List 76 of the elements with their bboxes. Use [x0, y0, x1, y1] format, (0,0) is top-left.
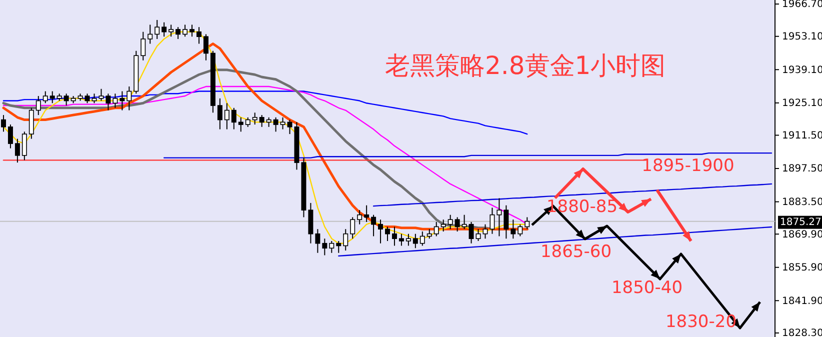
candlestick [518, 224, 523, 237]
candlestick [468, 221, 474, 244]
ref-line-label: 1875.27 [780, 216, 822, 228]
line-series [2, 90, 528, 135]
candlestick [412, 233, 418, 249]
candlestick [22, 131, 27, 161]
candlestick [510, 219, 516, 240]
candlestick [343, 228, 348, 251]
candlestick [231, 107, 236, 130]
candlestick [224, 102, 230, 130]
candlestick [190, 24, 194, 38]
candlestick [357, 210, 362, 225]
candlestick [162, 22, 167, 38]
candlestick [392, 226, 397, 246]
candlestick [140, 31, 146, 61]
candlestick [238, 116, 244, 132]
candlestick [385, 226, 390, 242]
candlestick [266, 116, 272, 128]
candlestick [120, 90, 125, 111]
candlestick [476, 228, 481, 242]
candlestick [315, 228, 320, 254]
candlestick [440, 219, 446, 232]
candlestick [168, 24, 174, 38]
candlestick [203, 34, 208, 61]
candlestick [64, 93, 69, 106]
candlestick [148, 24, 153, 44]
candlestick [420, 230, 425, 246]
candlestick [350, 216, 356, 240]
candlestick [454, 216, 460, 232]
candlestick [182, 24, 188, 38]
annotation: 1895-1900 [642, 156, 734, 176]
candlestick [524, 216, 530, 230]
candlestick [259, 114, 264, 128]
annotation: 1830-20 [665, 312, 737, 332]
candlestick [364, 204, 370, 222]
candlestick [252, 112, 258, 126]
annotation: 1850-40 [611, 278, 683, 298]
annotation: 1865-60 [540, 242, 612, 262]
candlestick [8, 124, 13, 149]
candlestick [280, 116, 286, 130]
candlestick [154, 19, 160, 40]
candlestick [196, 26, 202, 44]
candlestick [322, 238, 328, 256]
candlestick [28, 107, 34, 140]
candlestick [273, 116, 278, 132]
candlestick [14, 138, 20, 164]
candlestick [0, 114, 6, 132]
candlestick [490, 207, 495, 234]
line-series [338, 226, 772, 257]
candlestick [36, 96, 41, 116]
candlestick [462, 214, 467, 230]
candlestick [176, 26, 181, 40]
candlestick [112, 93, 118, 108]
candlestick [371, 214, 376, 237]
annotation: 1880-85 [546, 196, 618, 217]
candlestick [482, 224, 488, 240]
candlestick [426, 228, 432, 240]
candlestick [336, 240, 342, 254]
candlestick [398, 233, 404, 246]
candlestick [406, 233, 411, 246]
candlestick [329, 240, 334, 254]
candlestick [84, 93, 90, 104]
candlestick [504, 204, 509, 240]
candlestick [287, 119, 292, 135]
candlestick [496, 198, 502, 237]
candlestick [434, 221, 439, 237]
candlestick [126, 86, 132, 111]
candlestick [245, 116, 250, 128]
candlestick [308, 202, 314, 244]
candlestick [378, 219, 384, 244]
candlestick [448, 214, 453, 230]
candlestick [106, 93, 111, 111]
candlestick [42, 90, 48, 104]
text: 老黑策略2.8黄金1小时图 [385, 51, 666, 80]
candlestick [217, 98, 222, 130]
candlestick [50, 90, 55, 104]
